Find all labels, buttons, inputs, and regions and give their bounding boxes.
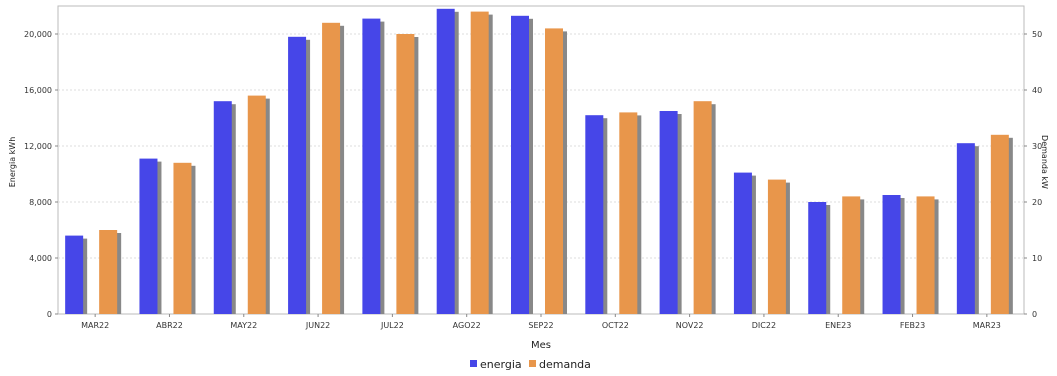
bar-demanda bbox=[545, 28, 563, 315]
bar-demanda bbox=[396, 34, 415, 314]
bar-energia bbox=[882, 195, 901, 314]
bar-demanda bbox=[916, 196, 935, 314]
bar-energia bbox=[213, 101, 232, 314]
x-tick-label: OCT22 bbox=[602, 321, 629, 330]
y-tick-label: 4,000 bbox=[29, 254, 52, 263]
bar-demanda bbox=[470, 11, 489, 314]
bar-demanda bbox=[99, 230, 118, 314]
bar-demanda bbox=[247, 95, 266, 314]
x-tick-label: NOV22 bbox=[676, 321, 704, 330]
bar-energia bbox=[362, 18, 381, 314]
x-tick-label: ENE23 bbox=[825, 321, 851, 330]
plot-area bbox=[57, 5, 1025, 315]
y2-tick-label: 10 bbox=[1032, 254, 1042, 263]
bar-energia bbox=[956, 143, 975, 314]
bar-energia bbox=[65, 235, 84, 314]
bar-energia bbox=[436, 8, 455, 315]
y-tick-label: 0 bbox=[47, 310, 52, 319]
y-tick-label: 8,000 bbox=[29, 198, 52, 207]
bar-energia bbox=[288, 36, 307, 315]
bar-energia bbox=[511, 15, 529, 315]
y-axis-right: 0 10 20 30 40 50 bbox=[1024, 30, 1042, 319]
x-axis-title: Mes bbox=[531, 340, 551, 351]
legend-label-energia: energia bbox=[480, 358, 522, 371]
bar-demanda bbox=[619, 112, 638, 315]
x-tick-label: MAY22 bbox=[230, 321, 257, 330]
y-axis-title: Energia kWh bbox=[8, 137, 17, 188]
legend-swatch-demanda bbox=[529, 360, 536, 367]
legend-label-demanda: demanda bbox=[539, 358, 591, 371]
bar-demanda bbox=[693, 101, 712, 314]
y2-tick-label: 20 bbox=[1032, 198, 1042, 207]
x-axis: MAR22 ABR22 MAY22 JUN22 JUL22 AGO22 SEP22 OCT22… bbox=[81, 314, 1001, 330]
x-tick-label: SEP22 bbox=[528, 321, 553, 330]
x-tick-label: DIC22 bbox=[752, 321, 776, 330]
bar-demanda bbox=[990, 134, 1009, 314]
y2-axis-title: Demanda kW bbox=[1040, 135, 1049, 189]
y2-tick-label: 40 bbox=[1032, 86, 1042, 95]
bar-energia bbox=[139, 158, 158, 314]
y-tick-label: 20,000 bbox=[24, 30, 52, 39]
bar-demanda bbox=[842, 196, 861, 314]
bar-demanda bbox=[322, 22, 341, 315]
bar-energia bbox=[659, 111, 678, 314]
bars bbox=[65, 8, 1013, 315]
x-tick-label: ABR22 bbox=[156, 321, 183, 330]
y-axis-left: 0 4,000 8,000 12,000 16,000 20,000 bbox=[24, 30, 58, 319]
x-tick-label: JUL22 bbox=[380, 321, 404, 330]
y-tick-label: 16,000 bbox=[24, 86, 52, 95]
y2-tick-label: 0 bbox=[1032, 310, 1037, 319]
x-tick-label: AGO22 bbox=[453, 321, 481, 330]
y-tick-label: 12,000 bbox=[24, 142, 52, 151]
bar-energia bbox=[808, 202, 827, 314]
y2-tick-label: 30 bbox=[1032, 142, 1042, 151]
x-tick-label: JUN22 bbox=[305, 321, 330, 330]
y2-tick-label: 50 bbox=[1032, 30, 1042, 39]
bar-demanda bbox=[767, 179, 786, 314]
x-tick-label: MAR23 bbox=[973, 321, 1001, 330]
bar-demanda bbox=[173, 162, 192, 314]
x-tick-label: MAR22 bbox=[81, 321, 109, 330]
bar-energia bbox=[733, 172, 752, 314]
x-tick-label: FEB23 bbox=[900, 321, 925, 330]
legend: energia demanda bbox=[470, 358, 591, 371]
legend-swatch-energia bbox=[470, 360, 477, 367]
bar-energia bbox=[585, 115, 604, 314]
